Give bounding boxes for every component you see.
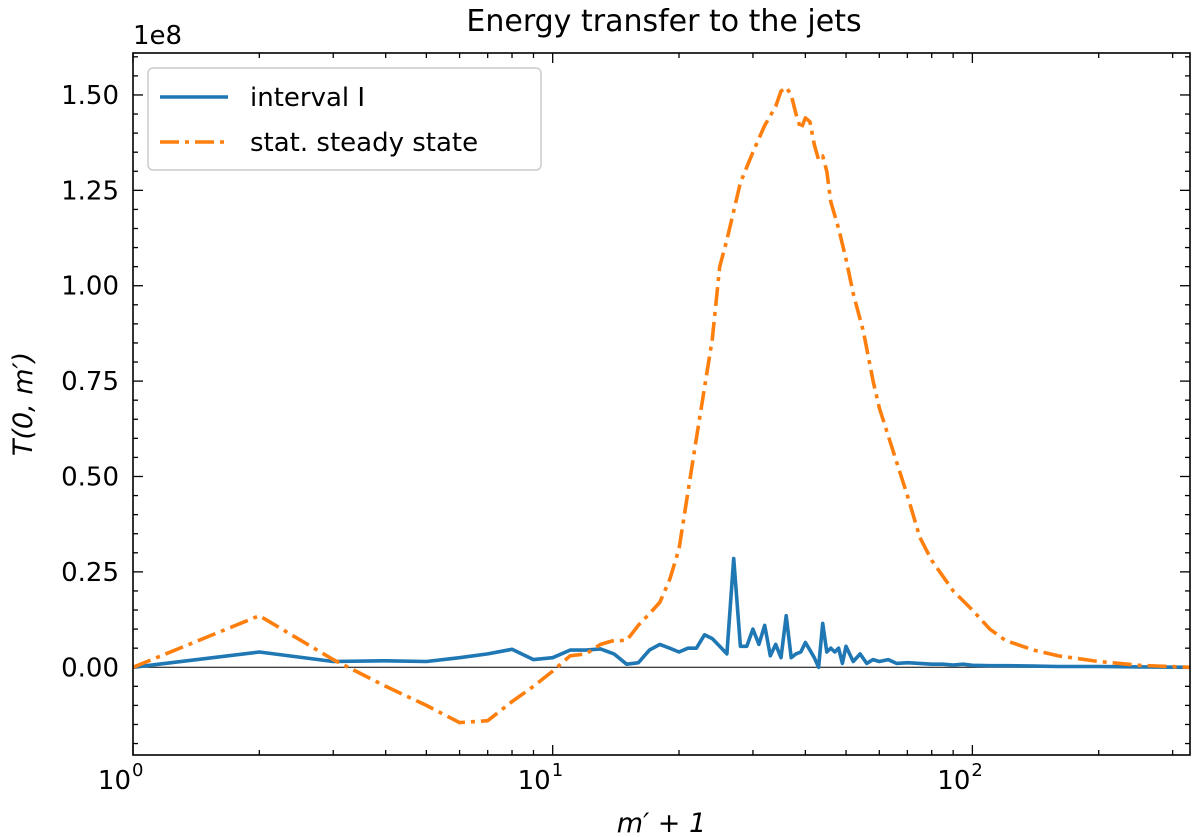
series-line-1	[132, 85, 1191, 725]
x-tick-label: 10 0	[98, 760, 144, 796]
y-axis-label: T(0, m′)	[8, 352, 39, 456]
y-tick-label: 1.00	[61, 272, 119, 302]
y-axis-ticks: 0.00 0.25 0.50 0.75 1.00 1.25 1.50	[61, 56, 1190, 745]
y-offset-text: 1e8	[133, 21, 182, 51]
legend-label-1: stat. steady state	[250, 128, 478, 158]
y-tick-label: 1.25	[61, 176, 119, 206]
x-tick-base: 10	[518, 766, 551, 796]
x-tick-base: 10	[937, 766, 970, 796]
plot-frame	[132, 52, 1191, 756]
x-axis-ticks: 10 0 10 1 10 2	[98, 53, 1174, 796]
x-tick-exponent: 2	[971, 760, 982, 781]
y-tick-label: 1.50	[61, 81, 119, 111]
x-tick-exponent: 0	[132, 760, 143, 781]
chart-title: Energy transfer to the jets	[466, 4, 861, 39]
y-tick-label: 0.75	[61, 367, 119, 397]
y-tick-label: 0.00	[61, 653, 119, 683]
legend: interval I stat. steady state	[147, 67, 542, 171]
y-tick-label: 0.50	[61, 462, 119, 492]
series-line-0	[132, 556, 1191, 670]
legend-label-0: interval I	[250, 83, 365, 113]
x-axis-label: m′ + 1	[617, 808, 706, 837]
series-layer	[132, 85, 1191, 725]
x-tick-base: 10	[98, 766, 131, 796]
y-tick-label: 0.25	[61, 558, 119, 588]
x-tick-label: 10 1	[518, 760, 564, 796]
legend-box	[147, 67, 542, 171]
x-tick-exponent: 1	[552, 760, 563, 781]
x-tick-label: 10 2	[937, 760, 983, 796]
